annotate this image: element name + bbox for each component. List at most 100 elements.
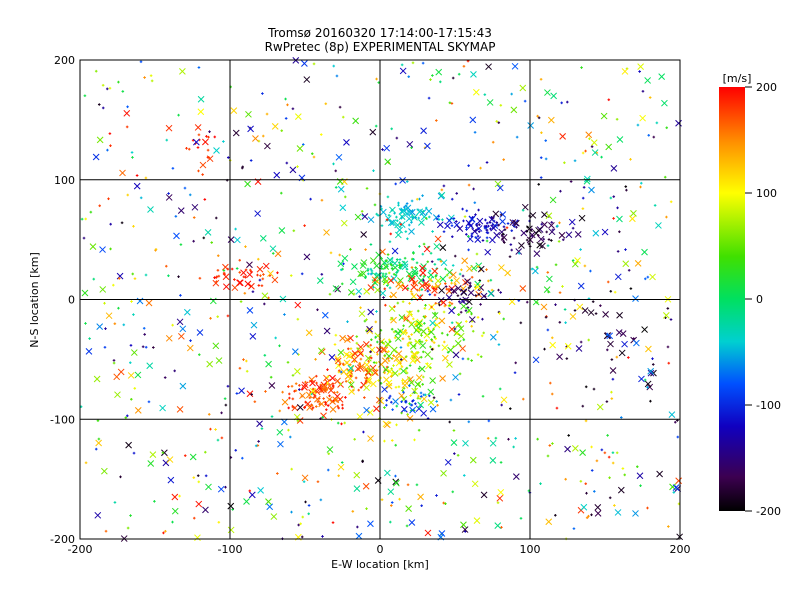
data-point bbox=[511, 62, 519, 70]
data-point bbox=[494, 180, 502, 188]
data-point bbox=[456, 332, 459, 336]
data-point bbox=[385, 218, 389, 222]
data-point bbox=[504, 269, 511, 277]
data-point bbox=[344, 396, 347, 399]
data-point bbox=[227, 502, 235, 510]
data-point bbox=[452, 351, 460, 359]
data-point bbox=[395, 423, 398, 427]
data-point bbox=[455, 321, 463, 328]
data-point bbox=[192, 476, 196, 479]
data-point bbox=[374, 320, 378, 324]
data-point bbox=[590, 469, 594, 472]
data-point bbox=[397, 385, 401, 389]
data-point bbox=[605, 400, 609, 403]
data-point bbox=[423, 322, 426, 325]
data-point bbox=[490, 224, 497, 232]
data-point bbox=[445, 273, 449, 277]
data-point bbox=[398, 367, 402, 371]
data-point bbox=[387, 213, 391, 217]
data-point bbox=[647, 367, 655, 375]
data-point bbox=[249, 333, 257, 340]
data-point bbox=[422, 375, 425, 379]
data-point bbox=[605, 143, 613, 151]
data-point bbox=[338, 363, 341, 366]
data-point bbox=[309, 379, 316, 387]
data-point bbox=[417, 216, 420, 220]
data-point bbox=[384, 469, 391, 477]
data-point bbox=[119, 169, 126, 177]
data-point bbox=[406, 310, 413, 318]
data-point bbox=[382, 341, 386, 345]
data-point bbox=[246, 261, 253, 269]
data-point bbox=[420, 409, 428, 417]
data-point bbox=[312, 62, 316, 66]
data-point bbox=[579, 479, 583, 483]
data-point bbox=[349, 248, 352, 251]
data-point bbox=[473, 131, 477, 134]
data-point bbox=[220, 436, 224, 440]
data-point bbox=[573, 309, 577, 312]
data-point bbox=[329, 387, 332, 391]
data-point bbox=[451, 264, 455, 267]
data-point bbox=[410, 199, 414, 203]
data-point bbox=[383, 262, 387, 265]
data-point bbox=[434, 277, 442, 285]
data-point bbox=[422, 242, 426, 246]
data-point bbox=[462, 219, 465, 223]
data-point bbox=[474, 294, 478, 297]
data-point bbox=[257, 486, 264, 494]
data-point bbox=[384, 303, 387, 307]
data-point bbox=[621, 68, 629, 75]
data-point bbox=[416, 351, 420, 354]
data-point bbox=[364, 379, 368, 383]
data-point bbox=[224, 485, 227, 489]
data-point bbox=[130, 397, 133, 401]
data-point bbox=[479, 166, 482, 170]
data-point bbox=[646, 383, 654, 391]
data-point bbox=[478, 223, 481, 226]
data-point bbox=[381, 272, 385, 276]
data-point bbox=[425, 339, 428, 342]
data-point bbox=[609, 367, 617, 374]
data-point bbox=[428, 277, 432, 281]
data-point bbox=[607, 340, 614, 348]
data-point bbox=[447, 287, 451, 291]
data-point bbox=[226, 314, 230, 318]
data-point bbox=[564, 445, 571, 453]
data-point bbox=[191, 203, 199, 211]
data-point bbox=[372, 285, 375, 289]
data-point bbox=[353, 471, 361, 479]
data-point bbox=[500, 403, 503, 407]
data-point bbox=[420, 327, 427, 335]
data-point bbox=[615, 355, 619, 359]
data-point bbox=[410, 292, 414, 296]
x-tick-label: -200 bbox=[68, 543, 93, 556]
data-point bbox=[398, 497, 401, 501]
data-point bbox=[424, 284, 431, 292]
data-point bbox=[414, 324, 422, 332]
data-point bbox=[471, 329, 475, 333]
data-point bbox=[474, 213, 477, 216]
data-point bbox=[465, 233, 468, 236]
data-point bbox=[559, 133, 566, 140]
data-point bbox=[303, 253, 311, 261]
data-point bbox=[419, 269, 427, 277]
data-point bbox=[471, 216, 474, 219]
data-point bbox=[396, 219, 399, 223]
data-point bbox=[545, 518, 553, 526]
data-point bbox=[637, 63, 644, 70]
data-point bbox=[418, 197, 421, 201]
data-point bbox=[581, 151, 585, 155]
data-point bbox=[588, 137, 591, 141]
data-point bbox=[451, 76, 455, 80]
data-point bbox=[287, 385, 290, 388]
data-point bbox=[117, 277, 121, 280]
data-point bbox=[412, 317, 415, 321]
data-point bbox=[205, 483, 212, 491]
data-point bbox=[426, 326, 430, 330]
data-point bbox=[400, 405, 408, 413]
data-point bbox=[599, 304, 602, 307]
data-point bbox=[369, 380, 377, 388]
data-point bbox=[135, 174, 139, 177]
data-point bbox=[120, 221, 124, 225]
